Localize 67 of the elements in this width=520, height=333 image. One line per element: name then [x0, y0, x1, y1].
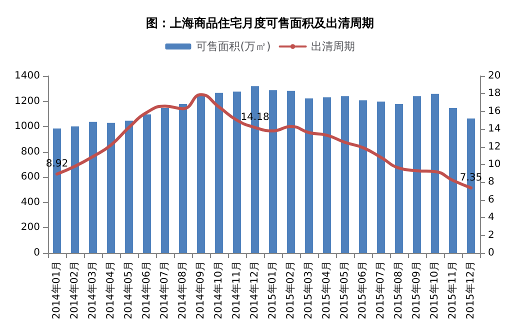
- y2-tick-label: 0: [488, 248, 494, 258]
- x-tick-label: 2015年04月: [320, 261, 332, 320]
- bar: [88, 122, 98, 253]
- x-tick-label: 2014年04月: [104, 261, 116, 320]
- y-tick-label: 800: [20, 146, 40, 158]
- bar: [196, 94, 206, 253]
- x-tick-label: 2014年03月: [86, 261, 98, 320]
- y-tick-label: 600: [20, 172, 40, 183]
- x-tick-label: 2014年07月: [158, 261, 170, 320]
- x-tick-label: 2015年06月: [356, 261, 368, 320]
- bar: [448, 108, 458, 253]
- bar: [340, 96, 350, 253]
- y2-tick-label: 12: [488, 141, 501, 152]
- y-tick-label: 0: [34, 248, 40, 258]
- bar: [286, 90, 296, 253]
- x-tick-label: 2014年09月: [194, 261, 206, 320]
- y-tick-label: 1000: [14, 121, 40, 132]
- y2-tick-label: 14: [488, 124, 501, 135]
- x-tick-label: 2014年06月: [140, 261, 152, 320]
- x-tick-label: 2014年01月: [50, 261, 62, 320]
- x-tick-label: 2014年12月: [248, 261, 260, 320]
- y-tick-label: 200: [20, 222, 40, 234]
- x-tick-label: 2014年08月: [176, 261, 188, 320]
- bar: [376, 102, 386, 253]
- y2-tick-label: 16: [488, 106, 501, 117]
- bar: [232, 92, 242, 253]
- y2-tick-label: 18: [488, 88, 501, 100]
- y2-tick-label: 4: [488, 212, 494, 224]
- y-tick-label: 400: [20, 196, 40, 208]
- bar: [322, 97, 332, 253]
- y2-tick-label: 20: [488, 70, 501, 82]
- y2-tick-label: 8: [488, 176, 494, 188]
- bar: [142, 114, 152, 253]
- y2-tick-label: 10: [488, 159, 501, 170]
- chart-title: 图：上海商品住宅月度可售面积及出清周期: [146, 16, 374, 30]
- bar: [268, 90, 278, 253]
- x-tick-label: 2014年02月: [68, 261, 80, 320]
- bar: [160, 108, 170, 253]
- bar: [394, 104, 404, 253]
- x-tick-label: 2015年08月: [392, 261, 404, 320]
- x-tick-label: 2015年11月: [446, 261, 458, 320]
- bar: [178, 104, 188, 253]
- x-tick-label: 2015年10月: [428, 261, 440, 320]
- x-tick-label: 2015年03月: [302, 261, 314, 320]
- x-tick-label: 2015年12月: [464, 261, 476, 320]
- x-tick-label: 2014年10月: [212, 261, 224, 320]
- y2-tick-label: 6: [488, 194, 494, 206]
- y-tick-label: 1200: [14, 96, 40, 107]
- bar: [124, 120, 134, 253]
- x-tick-label: 2014年11月: [230, 261, 242, 320]
- bar: [358, 100, 368, 253]
- bar: [412, 96, 422, 253]
- y2-tick-label: 2: [488, 230, 494, 241]
- bar: [430, 94, 440, 253]
- x-tick-label: 2015年07月: [374, 261, 386, 320]
- bar: [70, 126, 80, 253]
- x-tick-label: 2015年01月: [266, 261, 278, 320]
- x-tick-label: 2015年05月: [338, 261, 350, 320]
- bar: [304, 98, 314, 253]
- x-tick-label: 2015年02月: [284, 261, 296, 320]
- y-tick-label: 1400: [14, 70, 40, 82]
- legend-label: 出清周期: [310, 40, 355, 53]
- bar: [214, 92, 224, 253]
- legend-label: 可售面积(万㎡): [196, 40, 271, 53]
- x-tick-label: 2015年09月: [410, 261, 422, 320]
- bar: [106, 122, 116, 253]
- x-tick-label: 2014年05月: [122, 261, 134, 320]
